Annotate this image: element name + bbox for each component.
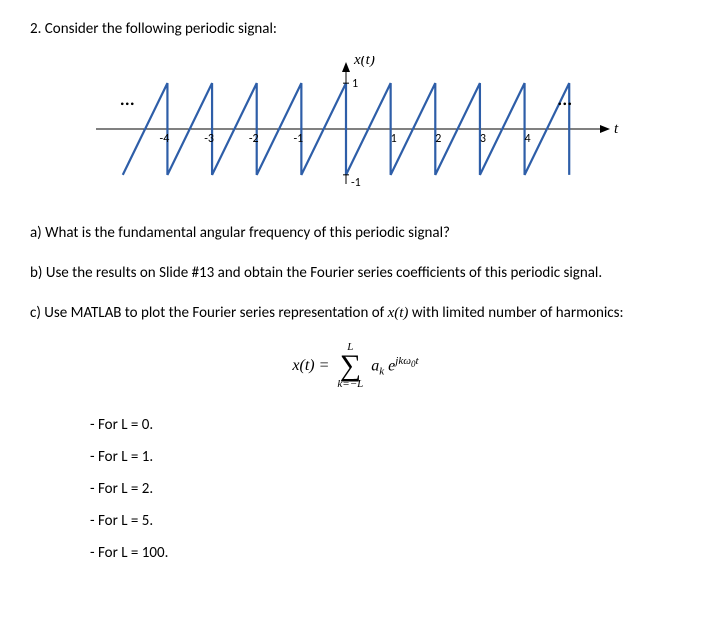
x-tick-label: 1 [390,132,396,146]
exp-superscript: jkω0t [395,355,418,367]
part-a: a) What is the fundamental angular frequ… [30,223,681,245]
part-c-lead: c) Use MATLAB to plot the Fourier series… [30,304,388,322]
x-tick-label: -4 [159,132,169,146]
part-c-var: x(t) [388,305,409,321]
x-axis-label: t [614,121,619,137]
l-item-4: - For L = 100. [90,544,681,562]
sum-lower: k=−L [337,379,363,390]
sawtooth-figure: t x(t) -4 -3 -2 -1 1 2 3 4 1 -1 [86,56,626,196]
svg-text:1: 1 [352,77,358,91]
exp-sup-lead: jkω [395,355,411,367]
question-line: 2. Consider the following periodic signa… [30,20,681,38]
sigma-icon: L ∑ k=−L [337,342,363,390]
x-tick-label: 3 [479,132,485,146]
figure-wrapper: t x(t) -4 -3 -2 -1 1 2 3 4 1 -1 [30,56,681,201]
part-c: c) Use MATLAB to plot the Fourier series… [30,303,681,325]
x-tick-label: -1 [293,132,303,146]
sigma-symbol: ∑ [340,353,361,379]
x-tick-label: 4 [524,132,530,146]
l-item-2: - For L = 2. [90,480,681,498]
l-item-3: - For L = 5. [90,512,681,530]
x-tick-label: -3 [204,132,214,146]
exp-sup-t: t [416,355,419,367]
formula-lhs: x(t) = [292,357,329,375]
x-tick-label: 2 [435,132,441,146]
x-tick-label: -2 [248,132,258,146]
question-prompt: Consider the following periodic signal: [45,20,277,38]
l-item-0: - For L = 0. [90,416,681,434]
coef-sub-k: k [379,365,384,377]
y-axis-label: x(t) [353,56,375,68]
part-b: b) Use the results on Slide #13 and obta… [30,263,681,285]
formula: x(t) = L ∑ k=−L ak ejkω0t [30,342,681,390]
formula-rhs: ak ejkω0t [371,355,418,378]
l-item-1: - For L = 1. [90,448,681,466]
question-number: 2. [30,20,41,38]
part-c-trail: with limited number of harmonics: [408,304,623,322]
svg-text:-1: -1 [351,176,361,190]
